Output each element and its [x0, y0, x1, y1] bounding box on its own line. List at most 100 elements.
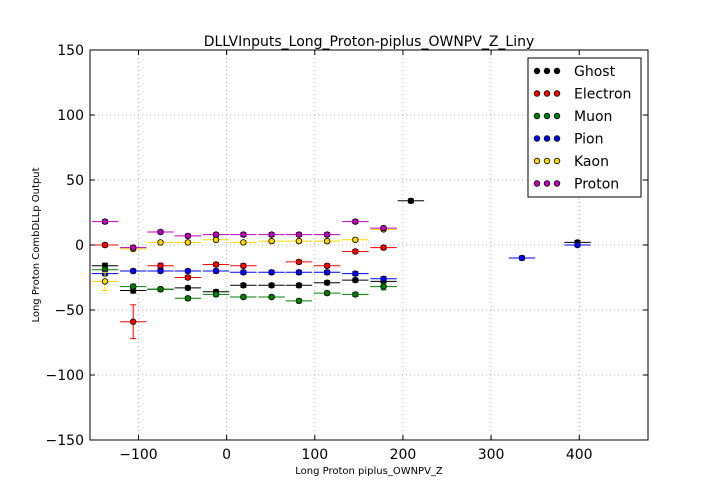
data-point: [323, 262, 331, 269]
data-point: [323, 289, 331, 297]
y-axis-label: Long Proton CombDLLp Output: [31, 167, 42, 322]
data-point: [295, 269, 303, 276]
data-point: [295, 297, 303, 305]
data-point: [268, 237, 275, 245]
data-point: [268, 293, 275, 301]
y-tick-label: −150: [46, 433, 84, 449]
data-point: [268, 282, 275, 289]
data-point: [129, 267, 137, 275]
data-point: [380, 244, 387, 251]
data-point: [212, 236, 220, 243]
data-point: [157, 267, 164, 275]
legend-marker: [533, 135, 541, 142]
series-muon: [91, 266, 397, 305]
data-point: [184, 284, 192, 292]
data-point: [157, 239, 164, 246]
data-point: [268, 269, 275, 276]
legend-marker: [543, 180, 551, 187]
legend-marker: [553, 157, 561, 165]
data-point: [295, 237, 303, 245]
data-point: [380, 283, 387, 290]
data-point: [240, 231, 247, 238]
data-point: [380, 275, 387, 282]
legend-entry-muon: Muon: [533, 109, 612, 125]
data-point: [129, 318, 137, 325]
x-tick-label: 200: [390, 447, 417, 463]
data-point: [295, 231, 303, 238]
y-tick-label: −100: [46, 368, 84, 384]
legend-marker: [533, 157, 541, 165]
chart-title: DLLVInputs_Long_Proton-piplus_OWNPV_Z_Li…: [204, 34, 535, 50]
y-tick-label: 50: [66, 173, 84, 189]
data-point: [157, 228, 164, 236]
legend-marker: [543, 157, 551, 165]
data-point: [240, 269, 247, 276]
data-point: [574, 241, 581, 249]
data-point: [101, 278, 109, 285]
legend-label: Electron: [574, 87, 631, 103]
x-tick-label: 300: [478, 447, 505, 463]
data-point: [184, 274, 192, 281]
data-point: [184, 239, 192, 246]
legend-marker: [543, 67, 551, 75]
axis-ticks: −100 0 100 200 300 400 −150 −100 −50 0 50 100 150: [46, 43, 648, 463]
data-point: [295, 258, 303, 266]
series-pion: [91, 241, 591, 282]
data-point: [352, 218, 359, 225]
data-point: [518, 254, 526, 262]
data-point: [323, 269, 331, 276]
data-point: [212, 261, 220, 268]
data-point: [352, 270, 359, 277]
data-point: [212, 267, 220, 275]
y-tick-label: 100: [57, 108, 84, 124]
data-point: [352, 276, 359, 284]
legend-marker: [533, 180, 541, 187]
data-point: [101, 218, 109, 225]
data-point: [184, 232, 192, 240]
data-point: [212, 231, 220, 238]
legend-marker: [553, 67, 561, 75]
data-point: [352, 236, 359, 243]
legend-marker: [543, 112, 551, 120]
x-tick-label: 0: [222, 447, 231, 463]
y-tick-label: 0: [75, 238, 84, 254]
data-point: [129, 283, 137, 290]
series-proton: [91, 218, 397, 251]
data-point: [157, 286, 164, 293]
legend-marker: [543, 90, 551, 97]
data-point: [212, 291, 220, 298]
legend-marker: [533, 112, 541, 120]
data-point: [323, 279, 331, 286]
series-electron: [91, 241, 397, 340]
legend-box: [527, 57, 642, 198]
data-point: [240, 293, 247, 301]
legend-label: Kaon: [574, 154, 609, 170]
data-point: [101, 241, 109, 249]
data-point: [323, 231, 331, 238]
legend-entry-pion: Pion: [533, 132, 603, 148]
plot-area: [91, 197, 591, 340]
data-point: [380, 224, 387, 232]
series-ghost: [91, 197, 591, 295]
data-point: [157, 262, 164, 269]
x-tick-label: 400: [566, 447, 593, 463]
legend-marker: [553, 135, 561, 142]
data-point: [295, 282, 303, 289]
data-point: [129, 244, 137, 251]
data-point: [352, 248, 359, 255]
y-tick-label: 150: [57, 43, 84, 59]
legend-entry-ghost: Ghost: [533, 64, 616, 80]
data-point: [323, 237, 331, 245]
data-point: [184, 295, 192, 302]
x-tick-label: −100: [119, 447, 157, 463]
data-point: [268, 231, 275, 238]
legend-entry-electron: Electron: [533, 87, 631, 103]
legend-entry-proton: Proton: [533, 177, 619, 193]
legend-marker: [533, 90, 541, 97]
legend-label: Muon: [574, 109, 612, 125]
x-axis-label: Long Proton piplus_OWNPV_Z: [295, 466, 443, 477]
legend: Ghost Electron Muon Pion Kaon Proton: [527, 57, 642, 198]
data-point: [184, 267, 192, 275]
data-point: [240, 282, 247, 289]
